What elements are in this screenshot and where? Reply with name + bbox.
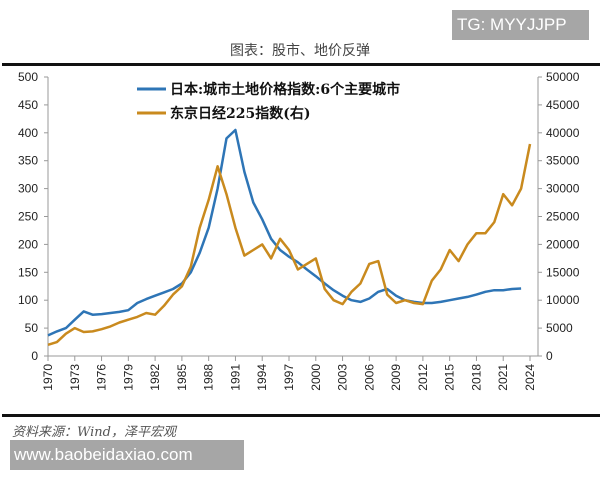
x-tick-label: 1973 <box>68 364 82 391</box>
top-rule <box>2 63 600 66</box>
left-tick-label: 500 <box>18 70 38 84</box>
x-tick-label: 2000 <box>309 364 323 391</box>
x-tick-label: 2009 <box>389 364 403 391</box>
right-tick-label: 15000 <box>546 265 580 279</box>
right-tick-label: 10000 <box>546 293 580 307</box>
x-tick-label: 2024 <box>523 364 537 391</box>
x-tick-label: 1970 <box>41 364 55 391</box>
right-tick-label: 0 <box>546 349 553 363</box>
x-tick-label: 1991 <box>228 364 242 391</box>
watermark-top: TG: MYYJJPP <box>452 10 589 40</box>
right-tick-label: 45000 <box>546 98 580 112</box>
legend-label-nikkei: 东京日经225指数(右) <box>170 105 310 122</box>
left-tick-label: 350 <box>18 154 38 168</box>
right-tick-label: 40000 <box>546 126 580 140</box>
x-tick-label: 2021 <box>496 364 510 391</box>
x-tick-label: 2015 <box>443 364 457 391</box>
nikkei-line <box>47 143 532 346</box>
legend: 日本:城市土地价格指数:6个主要城市 东京日经225指数(右) <box>137 81 400 122</box>
left-tick-label: 50 <box>25 321 39 335</box>
right-tick-label: 30000 <box>546 182 580 196</box>
right-tick-label: 5000 <box>546 321 573 335</box>
watermark-bottom: www.baobeidaxiao.com <box>10 440 244 470</box>
left-tick-label: 400 <box>18 126 38 140</box>
source-note: 资料来源：Wind，泽平宏观 <box>12 425 176 440</box>
x-tick-label: 1997 <box>282 364 296 391</box>
x-tick-label: 1982 <box>148 364 162 391</box>
right-tick-label: 35000 <box>546 154 580 168</box>
x-tick-label: 1985 <box>175 364 189 391</box>
land-price-line <box>47 128 522 337</box>
x-tick-label: 1994 <box>255 364 269 391</box>
left-tick-label: 100 <box>18 293 38 307</box>
left-tick-label: 250 <box>18 210 38 224</box>
x-tick-label: 2003 <box>336 364 350 391</box>
chart-title: 图表：股市、地价反弹 <box>230 43 370 59</box>
left-tick-label: 300 <box>18 182 38 196</box>
x-tick-label: 2006 <box>362 364 376 391</box>
left-tick-label: 150 <box>18 265 38 279</box>
bottom-rule <box>2 414 600 417</box>
left-tick-label: 200 <box>18 237 38 251</box>
legend-label-land: 日本:城市土地价格指数:6个主要城市 <box>170 81 400 98</box>
right-tick-label: 25000 <box>546 210 580 224</box>
x-tick-label: 1979 <box>121 364 135 391</box>
x-tick-label: 2018 <box>469 364 483 391</box>
x-tick-label: 2012 <box>416 364 430 391</box>
left-tick-label: 450 <box>18 98 38 112</box>
right-tick-label: 50000 <box>546 70 580 84</box>
left-tick-label: 0 <box>31 349 38 363</box>
x-tick-label: 1988 <box>202 364 216 391</box>
x-tick-label: 1976 <box>95 364 109 391</box>
right-tick-label: 20000 <box>546 237 580 251</box>
